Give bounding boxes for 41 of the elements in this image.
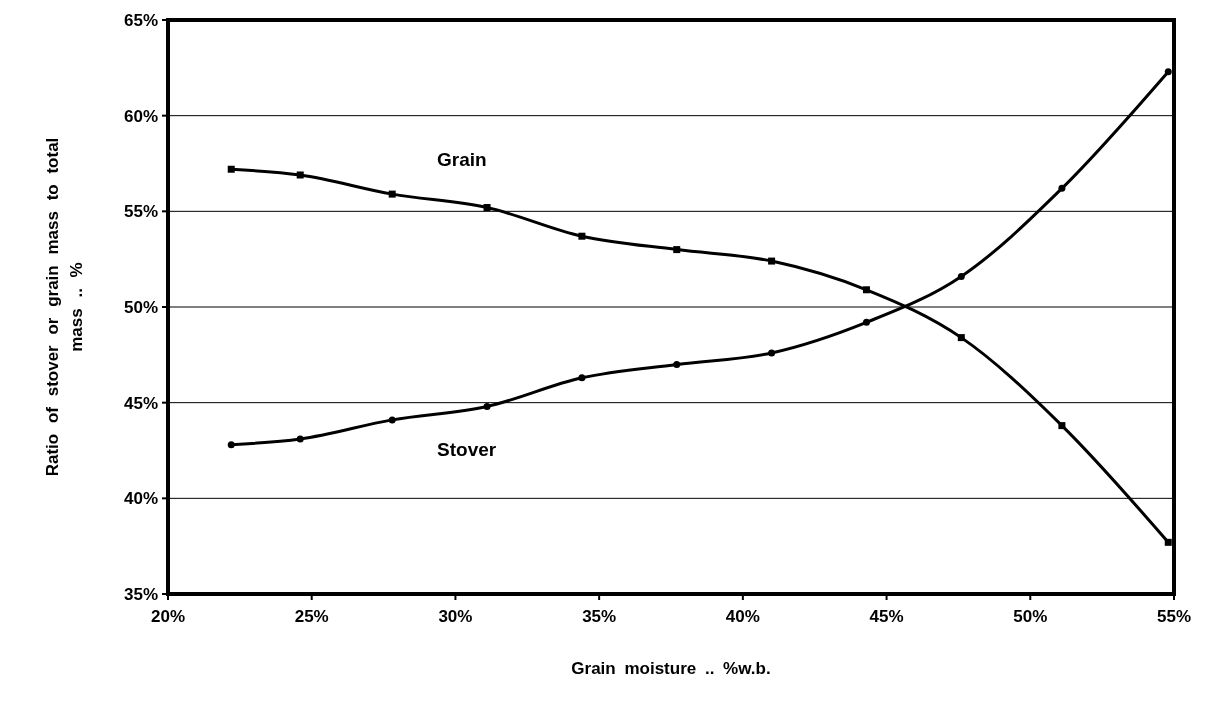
point (227, 441, 235, 449)
y-axis-title: Ratio of stover or grain mass to total mass .. % (43, 137, 86, 477)
point (768, 349, 776, 357)
y-tick-label: 65% (123, 10, 158, 30)
point (227, 165, 235, 173)
point (957, 272, 965, 280)
x-axis-title: Grain moisture .. %w.b. (571, 659, 771, 678)
y-tick-label: 50% (123, 297, 158, 317)
point (1058, 184, 1066, 192)
point (862, 318, 870, 326)
point (1164, 538, 1172, 546)
x-tick-label: 20% (150, 607, 186, 626)
point (388, 190, 396, 198)
y-tick-label: 60% (123, 106, 158, 126)
y-tick-label: 55% (123, 202, 158, 222)
y-tick-label: 40% (123, 489, 158, 509)
series-label: Stover (437, 439, 497, 461)
point (673, 246, 681, 254)
point (483, 204, 491, 212)
point (483, 402, 491, 410)
point (768, 257, 776, 265)
point (1164, 68, 1172, 76)
point (957, 334, 965, 342)
point (862, 286, 870, 294)
y-tick-label: 45% (123, 393, 158, 413)
x-tick-label: 45% (869, 607, 904, 626)
x-tick-label: 50% (1013, 607, 1048, 626)
x-tick-label: 35% (582, 607, 617, 626)
point (578, 232, 586, 240)
x-tick-label: 55% (1156, 607, 1192, 626)
y-tick-label: 35% (123, 584, 158, 604)
point (578, 374, 586, 382)
x-tick-label: 40% (725, 607, 760, 626)
point (673, 360, 681, 368)
point (296, 435, 304, 443)
point (296, 171, 304, 179)
point (388, 416, 396, 424)
series-label: Grain (437, 148, 487, 170)
x-tick-label: 25% (294, 607, 329, 626)
point (1058, 422, 1066, 430)
x-tick-label: 30% (438, 607, 473, 626)
